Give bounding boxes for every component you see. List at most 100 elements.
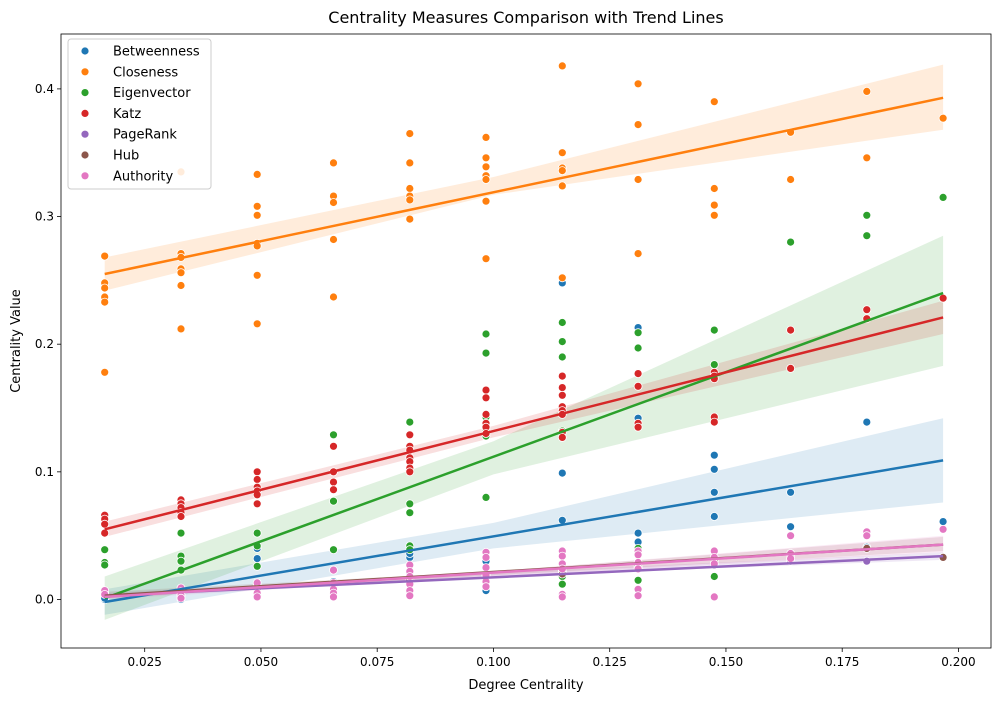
- katz-point: [633, 369, 643, 379]
- closeness-point: [252, 270, 262, 280]
- authority-point: [709, 592, 719, 602]
- katz-trend-line: [104, 316, 944, 531]
- authority-point: [786, 554, 795, 563]
- authority-point: [481, 553, 491, 562]
- betweenness-point: [786, 522, 795, 532]
- closeness-point: [557, 181, 567, 191]
- katz-point: [862, 305, 872, 315]
- eigenvector-point: [329, 545, 338, 555]
- closeness-point: [329, 292, 338, 302]
- betweenness-point: [786, 487, 795, 497]
- closeness-legend-label: Closeness: [113, 65, 178, 80]
- authority-point: [633, 550, 643, 560]
- legend-box: [67, 38, 212, 190]
- pagerank-legend-marker: [80, 129, 90, 139]
- hub-legend-label: Hub: [113, 149, 139, 164]
- betweenness-point: [709, 450, 719, 460]
- katz-point: [329, 485, 338, 495]
- katz-point: [557, 371, 567, 381]
- closeness-point: [176, 281, 186, 290]
- closeness-point: [633, 175, 643, 184]
- closeness-point: [557, 273, 567, 283]
- katz-point: [481, 393, 491, 403]
- katz-point: [481, 409, 491, 419]
- x-tick-label: 0.025: [128, 655, 162, 669]
- eigenvector-point: [481, 329, 491, 339]
- closeness-point: [481, 254, 491, 264]
- authority-point: [557, 551, 567, 561]
- legend: Betweenness Closeness Eigenvector Katz PageR…: [67, 38, 212, 190]
- closeness-point: [557, 166, 567, 176]
- pagerank-legend-label: PageRank: [113, 128, 177, 143]
- eigenvector-point: [557, 352, 567, 362]
- katz-point: [786, 363, 795, 373]
- closeness-point: [405, 195, 415, 205]
- closeness-point: [100, 297, 110, 307]
- y-axis-label: Centrality Value: [9, 289, 24, 393]
- closeness-point: [405, 158, 415, 168]
- y-tick-label: 0.3: [35, 210, 54, 224]
- authority-point: [252, 592, 262, 602]
- katz-point: [557, 383, 567, 393]
- authority-trend-line: [104, 543, 944, 599]
- closeness-point: [633, 120, 643, 129]
- closeness-point: [862, 153, 872, 163]
- authority-point: [938, 524, 948, 534]
- closeness-point: [405, 184, 415, 193]
- eigenvector-point: [633, 575, 643, 585]
- plot-area: [61, 34, 991, 648]
- eigenvector-point: [405, 499, 415, 509]
- katz-ci-band: [104, 300, 944, 537]
- eigenvector-point: [633, 328, 643, 338]
- authority-point: [786, 531, 795, 541]
- eigenvector-point: [862, 210, 872, 220]
- katz-point: [100, 519, 110, 529]
- x-tick-label: 0.075: [360, 655, 394, 669]
- closeness-point: [100, 367, 110, 377]
- closeness-point: [252, 319, 262, 329]
- authority-point: [557, 592, 567, 602]
- closeness-legend-marker: [80, 67, 90, 77]
- eigenvector-point: [252, 528, 262, 538]
- authority-point: [329, 565, 338, 575]
- x-tick-label: 0.050: [244, 655, 278, 669]
- eigenvector-point: [405, 508, 415, 518]
- katz-point: [405, 430, 415, 440]
- closeness-ci-band: [104, 64, 944, 291]
- closeness-point: [938, 113, 948, 123]
- authority-point: [481, 582, 491, 592]
- closeness-point: [176, 268, 186, 278]
- authority-legend-label: Authority: [113, 169, 173, 184]
- closeness-point: [633, 249, 643, 259]
- y-axis-ticks: 0.0 0.1 0.2 0.3 0.4: [35, 82, 61, 606]
- eigenvector-point: [481, 348, 491, 358]
- betweenness-point: [709, 487, 719, 497]
- closeness-point: [405, 129, 415, 139]
- authority-point: [633, 591, 643, 601]
- betweenness-point: [938, 517, 948, 526]
- eigenvector-point: [938, 192, 948, 202]
- authority-point: [329, 592, 338, 602]
- closeness-trend-line: [104, 96, 944, 276]
- katz-point: [633, 422, 643, 432]
- eigenvector-point: [709, 325, 719, 335]
- katz-point: [176, 512, 186, 521]
- y-tick-label: 0.2: [35, 337, 54, 351]
- eigenvector-point: [862, 231, 872, 241]
- closeness-point: [481, 153, 491, 163]
- closeness-point: [329, 158, 338, 168]
- closeness-point: [709, 200, 719, 210]
- authority-legend-marker: [80, 171, 90, 181]
- katz-point: [557, 390, 567, 400]
- betweenness-legend-marker: [80, 46, 90, 56]
- closeness-point: [176, 324, 186, 334]
- closeness-point: [329, 235, 338, 244]
- closeness-point: [481, 162, 491, 172]
- katz-point: [481, 385, 491, 395]
- closeness-point: [481, 132, 491, 142]
- katz-point: [405, 467, 415, 477]
- katz-point: [252, 475, 262, 484]
- closeness-point: [709, 97, 719, 107]
- closeness-point: [709, 210, 719, 220]
- x-axis-ticks: 0.025 0.050 0.075 0.100 0.125 0.150 0.175 0.200: [128, 648, 976, 669]
